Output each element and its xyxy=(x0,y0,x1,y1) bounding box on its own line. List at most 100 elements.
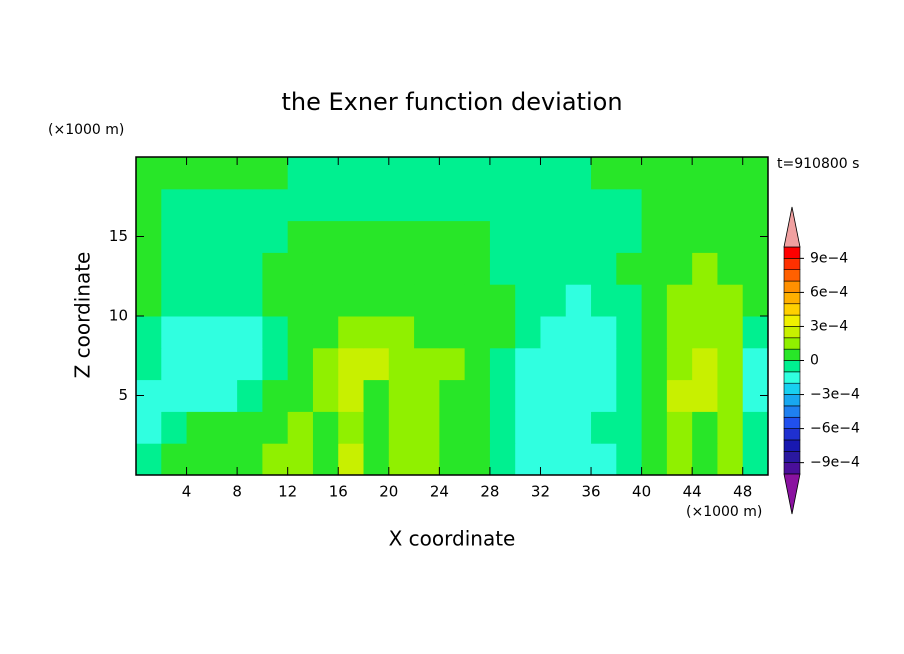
contour-cell xyxy=(742,252,769,285)
contour-cell xyxy=(262,252,289,285)
colorbar-extend-low xyxy=(783,473,801,515)
contour-cell xyxy=(161,347,188,381)
contour-cell xyxy=(591,411,617,444)
contour-cell xyxy=(287,252,314,285)
contour-cell xyxy=(464,411,491,444)
contour-cell xyxy=(363,284,390,317)
x-tick-label: 20 xyxy=(379,483,398,501)
contour-cell xyxy=(540,316,567,349)
contour-cell xyxy=(540,157,567,190)
contour-cell xyxy=(363,316,390,349)
x-tick-label: 12 xyxy=(278,483,297,501)
contour-cell xyxy=(641,284,668,317)
contour-cell xyxy=(515,284,541,317)
contour-cell xyxy=(414,188,440,222)
contour-cell xyxy=(439,347,466,381)
contour-cell xyxy=(641,443,668,476)
contour-cell xyxy=(388,157,415,190)
contour-cell xyxy=(565,443,592,476)
contour-cell xyxy=(565,188,592,222)
contour-cell xyxy=(338,284,365,317)
contour-cell xyxy=(591,220,617,253)
contour-cell xyxy=(414,347,440,381)
contour-cell xyxy=(565,347,592,381)
contour-cell xyxy=(515,188,541,222)
colorbar-band xyxy=(783,394,801,407)
contour-cell xyxy=(666,252,693,285)
contour-cell xyxy=(363,379,390,412)
contour-cell xyxy=(464,347,491,381)
contour-cell xyxy=(414,411,440,444)
contour-cell xyxy=(565,316,592,349)
contour-cell xyxy=(136,252,162,285)
contour-cell xyxy=(161,188,188,222)
contour-cell xyxy=(616,379,643,412)
x-unit: (×1000 m) xyxy=(686,504,762,520)
contour-cell xyxy=(692,220,718,253)
contour-cell xyxy=(717,379,744,412)
contour-cell xyxy=(439,252,466,285)
contour-cell xyxy=(338,220,365,253)
contour-cell xyxy=(237,188,263,222)
contour-cell xyxy=(388,284,415,317)
contour-cell xyxy=(742,284,769,317)
contour-cell xyxy=(211,443,238,476)
contour-cell xyxy=(186,157,213,190)
colorbar-band xyxy=(783,382,801,395)
contour-cell xyxy=(641,157,668,190)
contour-cell xyxy=(692,284,718,317)
contour-cell xyxy=(161,284,188,317)
contour-cell xyxy=(616,252,643,285)
contour-cell xyxy=(717,220,744,253)
contour-cell xyxy=(312,157,339,190)
contour-cell xyxy=(161,157,188,190)
contour-cell xyxy=(641,252,668,285)
contour-cell xyxy=(414,443,440,476)
colorbar-band xyxy=(783,269,801,282)
contour-cell xyxy=(515,252,541,285)
contour-cell xyxy=(287,443,314,476)
colorbar-extend-high xyxy=(783,206,801,248)
contour-cell xyxy=(262,220,289,253)
contour-cell xyxy=(641,220,668,253)
contour-cell xyxy=(489,316,516,349)
contour-cell xyxy=(312,188,339,222)
contour-cell xyxy=(641,347,668,381)
contour-cell xyxy=(515,157,541,190)
contour-cell xyxy=(565,252,592,285)
contour-cell xyxy=(540,347,567,381)
contour-cell xyxy=(262,411,289,444)
colorbar-band xyxy=(783,416,801,429)
contour-cell xyxy=(616,316,643,349)
contour-cell xyxy=(312,284,339,317)
contour-cell xyxy=(338,188,365,222)
contour-cell xyxy=(338,252,365,285)
y-unit: (×1000 m) xyxy=(48,122,124,138)
x-tick-label: 4 xyxy=(182,483,192,501)
contour-cell xyxy=(591,379,617,412)
contour-cell xyxy=(742,316,769,349)
contour-cell xyxy=(515,411,541,444)
colorbar-band xyxy=(783,314,801,327)
contour-cell xyxy=(692,379,718,412)
contour-cell xyxy=(616,157,643,190)
contour-cell xyxy=(666,188,693,222)
contour-cell xyxy=(186,379,213,412)
x-tick-label: 48 xyxy=(733,483,752,501)
contour-cell xyxy=(692,252,718,285)
contour-cell xyxy=(565,284,592,317)
contour-cell xyxy=(312,220,339,253)
contour-cell xyxy=(136,411,162,444)
contour-cell xyxy=(515,220,541,253)
contour-cell xyxy=(717,347,744,381)
contour-cell xyxy=(136,284,162,317)
contour-cell xyxy=(515,443,541,476)
contour-cell xyxy=(616,284,643,317)
y-tick-label: 15 xyxy=(109,227,128,245)
contour-cell xyxy=(363,220,390,253)
contour-cell xyxy=(439,316,466,349)
contour-cell xyxy=(312,316,339,349)
contour-cell xyxy=(439,220,466,253)
contour-cell xyxy=(287,284,314,317)
contour-cell xyxy=(287,411,314,444)
